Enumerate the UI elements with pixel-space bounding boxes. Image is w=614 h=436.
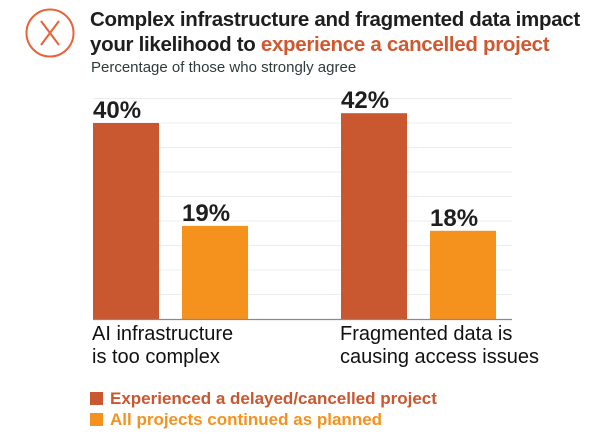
legend-label: Experienced a delayed/cancelled project (110, 389, 437, 408)
x-tick-label-line: AI infrastructure (92, 323, 234, 345)
title-line-2: your likelihood to experience a cancelle… (90, 32, 580, 57)
x-circle-icon (25, 8, 75, 58)
x-tick-label-line: causing access issues (340, 346, 539, 368)
legend-item: All projects continued as planned (90, 409, 437, 430)
x-tick-label-line: Fragmented data is (340, 323, 513, 345)
legend-swatch (90, 392, 103, 405)
chart-subtitle: Percentage of those who strongly agree (91, 59, 357, 76)
data-label: 19% (182, 200, 230, 227)
x-tick-label: AI infrastructure is too complex (92, 323, 233, 369)
x-tick-label: Fragmented data is causing access issues (340, 323, 539, 369)
data-label: 18% (430, 205, 478, 232)
legend-label: All projects continued as planned (110, 410, 383, 429)
legend: Experienced a delayed/cancelled project A… (90, 388, 437, 430)
bar (182, 225, 248, 319)
title-line-1: Complex infrastructure and fragmented da… (90, 8, 580, 31)
bar (430, 230, 496, 319)
chart-title: Complex infrastructure and fragmented da… (90, 7, 580, 57)
data-label: 40% (93, 97, 141, 124)
title-accent: experience a cancelled project (260, 33, 550, 56)
bar (341, 113, 407, 319)
title-line-2-plain: your likelihood to (90, 33, 261, 56)
legend-item: Experienced a delayed/cancelled project (90, 388, 437, 409)
legend-swatch (90, 413, 103, 426)
data-label: 42% (341, 87, 389, 114)
x-tick-label-line: is too complex (92, 346, 220, 368)
bar (93, 123, 159, 319)
